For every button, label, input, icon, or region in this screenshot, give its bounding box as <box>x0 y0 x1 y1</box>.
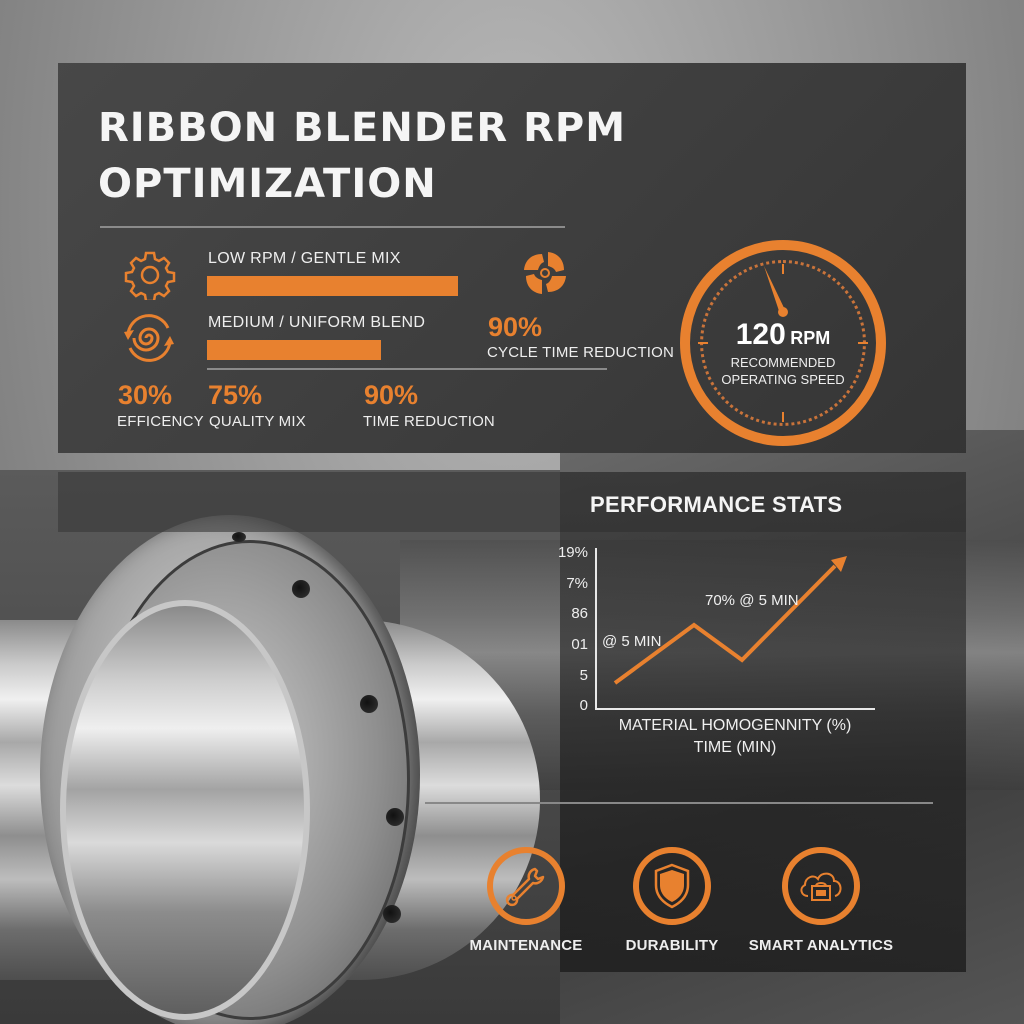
feature-smart-analytics: SMART ANALYTICS <box>746 847 896 954</box>
efficiency-label: EFFICENCY <box>117 413 204 430</box>
maintenance-badge <box>487 847 565 925</box>
gauge-caption-line-1: RECOMMENDED <box>730 355 836 370</box>
cloud-analytics-icon <box>800 872 842 901</box>
shield-icon <box>654 863 690 909</box>
medium-rpm-label: MEDIUM / UNIFORM BLEND <box>208 314 426 331</box>
bolt-hole <box>232 532 246 542</box>
x-axis-label-2: TIME (MIN) <box>693 739 777 756</box>
gauge-caption: RECOMMENDED OPERATING SPEED <box>690 354 876 388</box>
gear-icon <box>124 251 176 300</box>
low-rpm-label: LOW RPM / GENTLE MIX <box>208 250 401 267</box>
spiral-cycle-icon <box>124 314 174 362</box>
feature-durability: DURABILITY <box>597 847 747 954</box>
efficiency-value: 30% <box>118 380 173 410</box>
chart-y-axis <box>595 548 597 710</box>
y-tick: 5 <box>579 667 588 684</box>
title-divider <box>100 226 565 228</box>
fan-blade-icon <box>524 252 566 294</box>
maintenance-label: MAINTENANCE <box>469 937 583 954</box>
quality-mix-value: 75% <box>208 380 263 410</box>
cycle-time-label: CYCLE TIME REDUCTION <box>487 344 675 361</box>
performance-title: PERFORMANCE STATS <box>590 492 843 517</box>
performance-panel <box>560 472 966 972</box>
bolt-hole <box>360 695 378 713</box>
chart-x-axis <box>595 708 875 710</box>
gauge-needle-icon <box>698 264 868 422</box>
chart-annotation: @ 5 MIN <box>602 633 662 650</box>
title-line-1: RIBBON BLENDER RPM <box>98 105 627 151</box>
time-reduction-label: TIME REDUCTION <box>363 413 495 430</box>
feature-maintenance: MAINTENANCE <box>451 847 601 954</box>
medium-rpm-bar <box>207 340 381 360</box>
wrench-icon <box>505 867 545 907</box>
rpm-gauge: 120 RPM RECOMMENDED OPERATING SPEED <box>680 240 886 446</box>
quality-mix-label: QUALITY MIX <box>209 413 306 430</box>
flange-weld-face <box>60 600 310 1020</box>
features-divider <box>425 802 933 804</box>
durability-label: DURABILITY <box>625 937 719 954</box>
chart-annotation: 70% @ 5 MIN <box>705 592 799 609</box>
time-reduction-value: 90% <box>364 380 419 410</box>
smart-analytics-badge <box>782 847 860 925</box>
bolt-hole <box>386 808 404 826</box>
gauge-reading: 120 RPM <box>690 318 876 352</box>
low-rpm-bar <box>207 276 458 296</box>
bolt-hole <box>292 580 310 598</box>
cycle-time-value: 90% <box>488 312 543 342</box>
gauge-unit: RPM <box>790 328 831 348</box>
y-tick: 7% <box>566 575 588 592</box>
smart-analytics-label: SMART ANALYTICS <box>748 937 894 954</box>
gauge-caption-line-2: OPERATING SPEED <box>721 372 845 387</box>
performance-line-chart <box>613 556 847 685</box>
page-title: RIBBON BLENDER RPM OPTIMIZATION <box>98 100 698 212</box>
x-axis-label-1: MATERIAL HOMOGENNITY (%) <box>618 717 852 734</box>
durability-badge <box>633 847 711 925</box>
stats-divider <box>207 368 607 370</box>
bolt-hole <box>383 905 401 923</box>
y-tick: 01 <box>571 636 588 653</box>
y-tick: 86 <box>571 605 588 622</box>
trend-arrow-icon <box>831 556 847 572</box>
gauge-value: 120 <box>735 318 786 351</box>
y-tick: 19% <box>557 544 588 561</box>
y-tick: 0 <box>579 697 588 714</box>
title-line-2: OPTIMIZATION <box>98 161 437 207</box>
